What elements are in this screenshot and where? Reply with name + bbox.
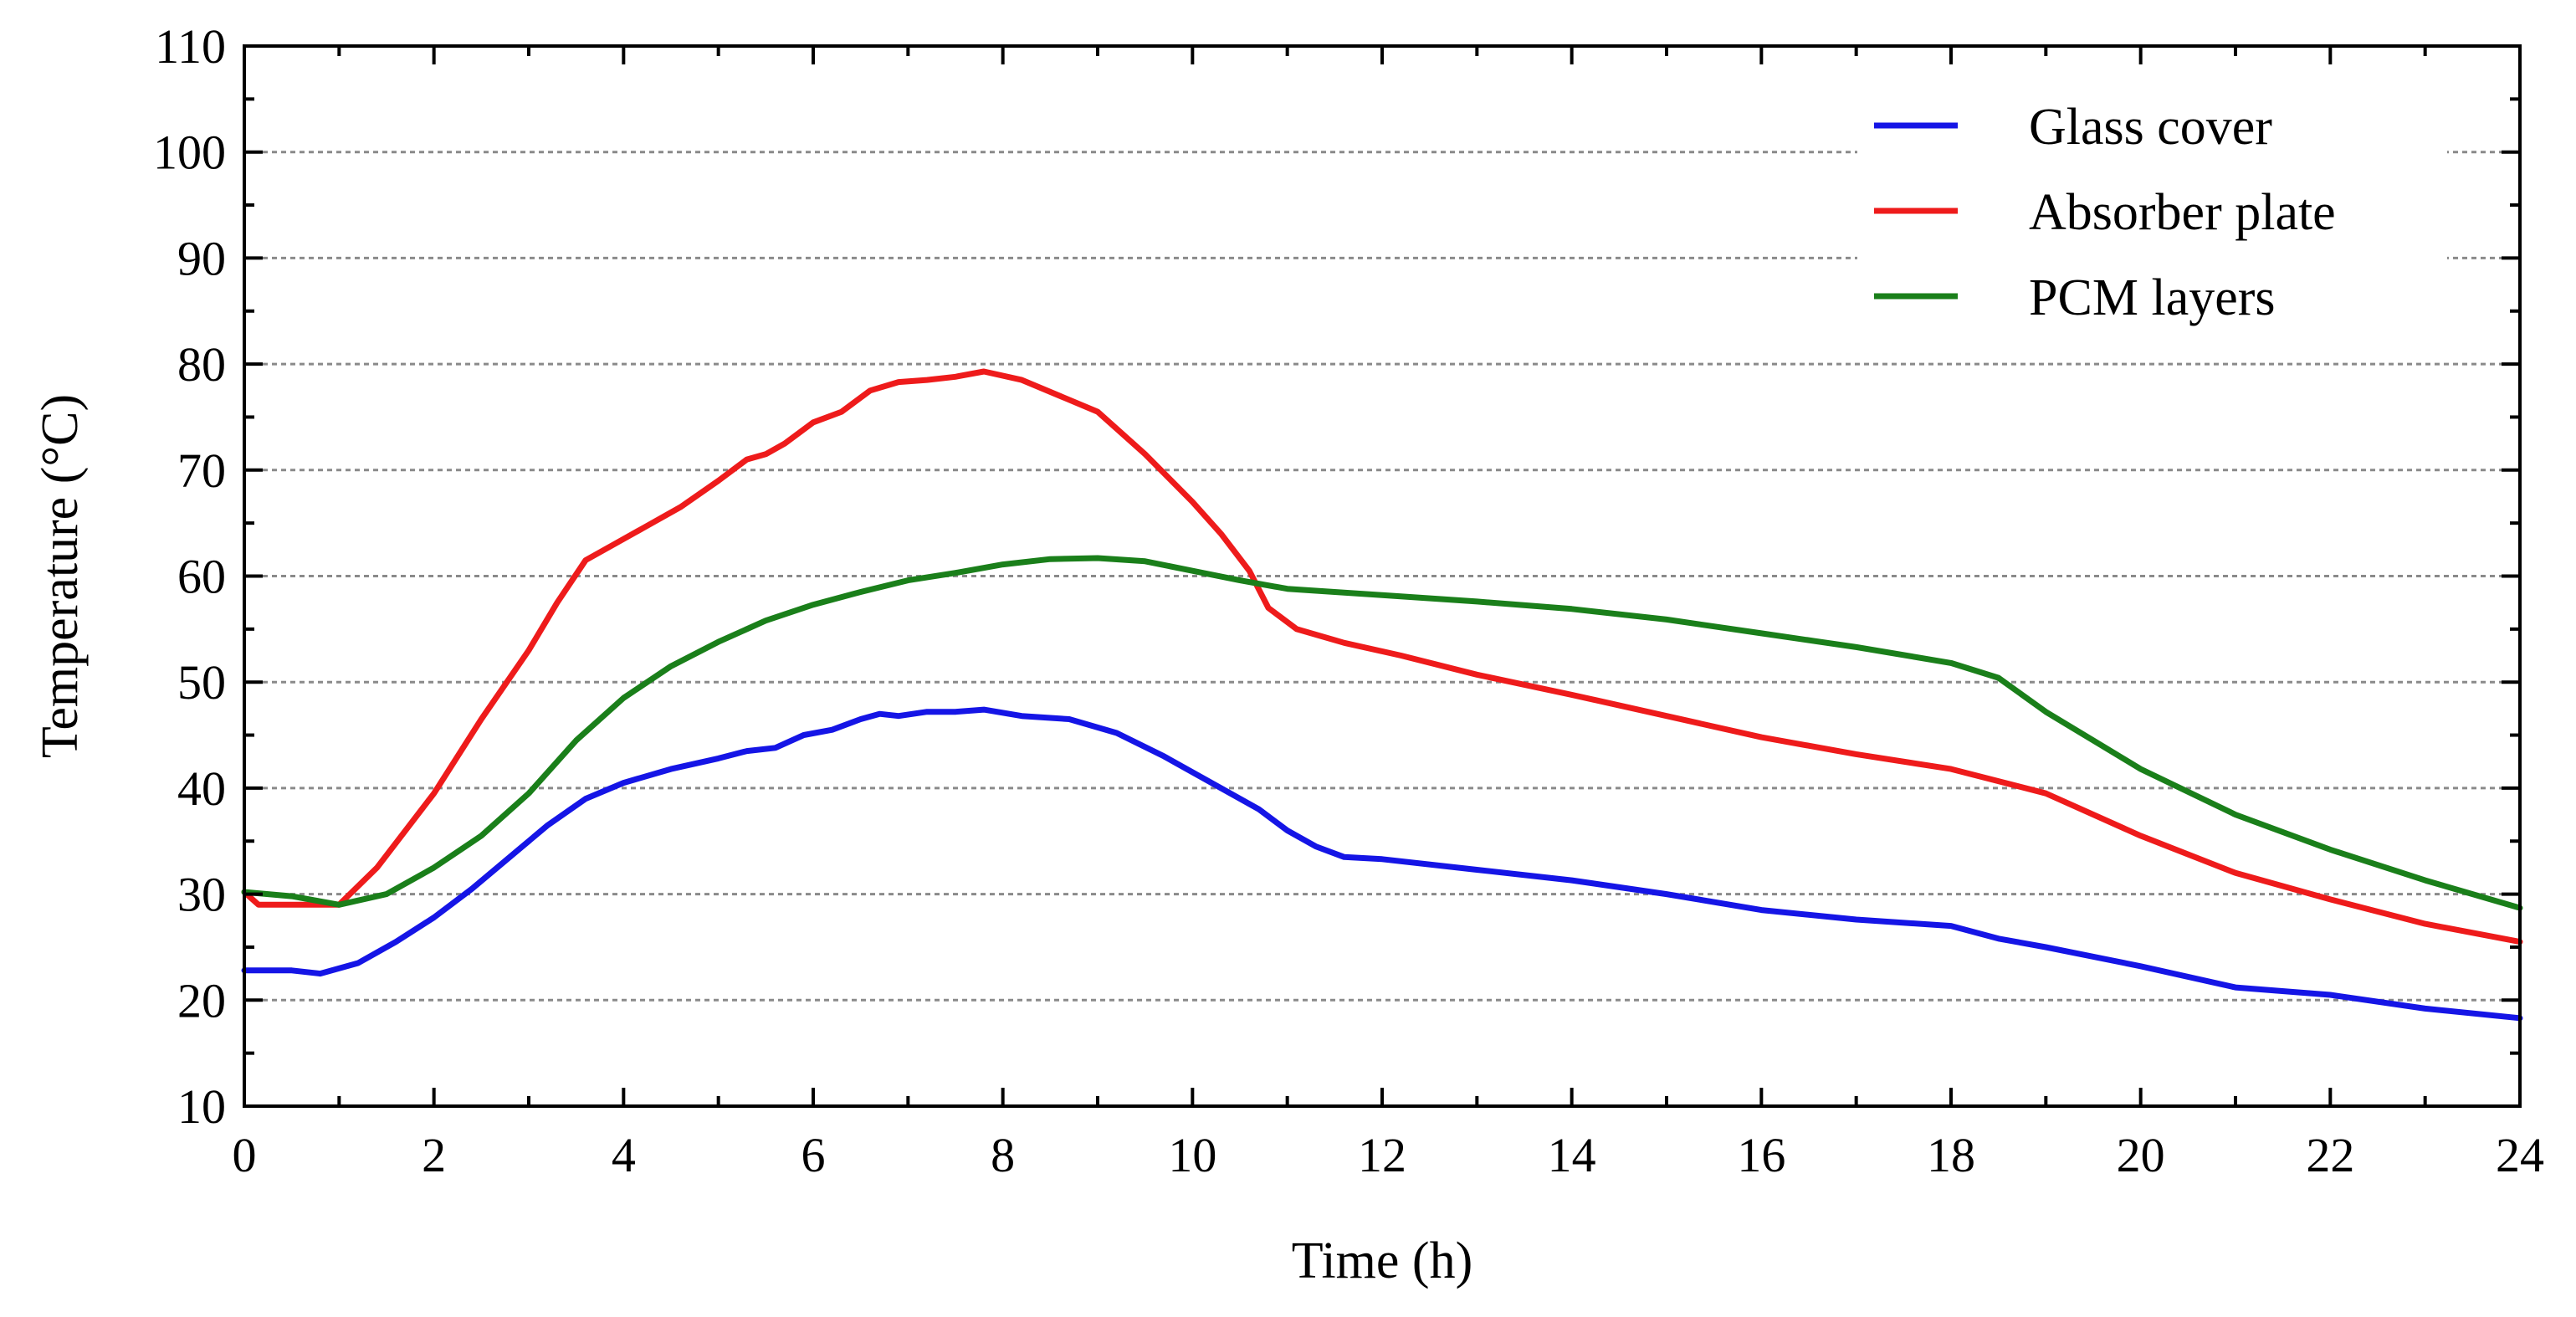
legend: Glass cover Absorber plate PCM layers <box>1857 63 2447 348</box>
y-tick-label: 40 <box>177 761 226 816</box>
y-tick-label: 20 <box>177 973 226 1027</box>
x-axis-title: Time (h) <box>1292 1232 1472 1289</box>
legend-label-absorber-plate: Absorber plate <box>2029 184 2336 241</box>
y-tick-label: 90 <box>177 231 226 285</box>
x-tick-label: 18 <box>1927 1128 1975 1182</box>
y-tick-label: 70 <box>177 443 226 498</box>
legend-label-glass-cover: Glass cover <box>2029 99 2272 156</box>
x-tick-label: 4 <box>612 1128 636 1182</box>
x-tick-label: 20 <box>2117 1128 2165 1182</box>
x-tick-label: 24 <box>2496 1128 2544 1182</box>
y-axis-title: Temperature (°C) <box>32 394 89 758</box>
x-tick-label: 14 <box>1548 1128 1596 1182</box>
y-tick-label: 60 <box>177 550 226 604</box>
x-tick-label: 8 <box>991 1128 1015 1182</box>
y-tick-label: 80 <box>177 337 226 392</box>
legend-background <box>1857 63 2447 348</box>
series-lines <box>241 368 2523 1022</box>
x-tick-label: 10 <box>1168 1128 1216 1182</box>
x-tick-label: 0 <box>233 1128 257 1182</box>
y-tick-label: 110 <box>155 19 226 74</box>
x-tick-label: 22 <box>2306 1128 2354 1182</box>
series-line-pcm-layers <box>241 555 2523 911</box>
y-tick-label: 50 <box>177 655 226 710</box>
x-tick-label: 12 <box>1358 1128 1406 1182</box>
x-tick-label: 2 <box>422 1128 446 1182</box>
axis-ticks <box>243 44 2522 1108</box>
x-tick-label: 6 <box>801 1128 826 1182</box>
x-tick-label: 16 <box>1737 1128 1785 1182</box>
series-line-absorber-plate <box>241 368 2523 945</box>
legend-label-pcm-layers: PCM layers <box>2029 269 2276 326</box>
y-tick-label: 100 <box>153 126 226 180</box>
y-tick-label: 30 <box>177 868 226 922</box>
y-tick-label: 10 <box>177 1079 226 1134</box>
series-line-glass-cover <box>241 706 2523 1022</box>
